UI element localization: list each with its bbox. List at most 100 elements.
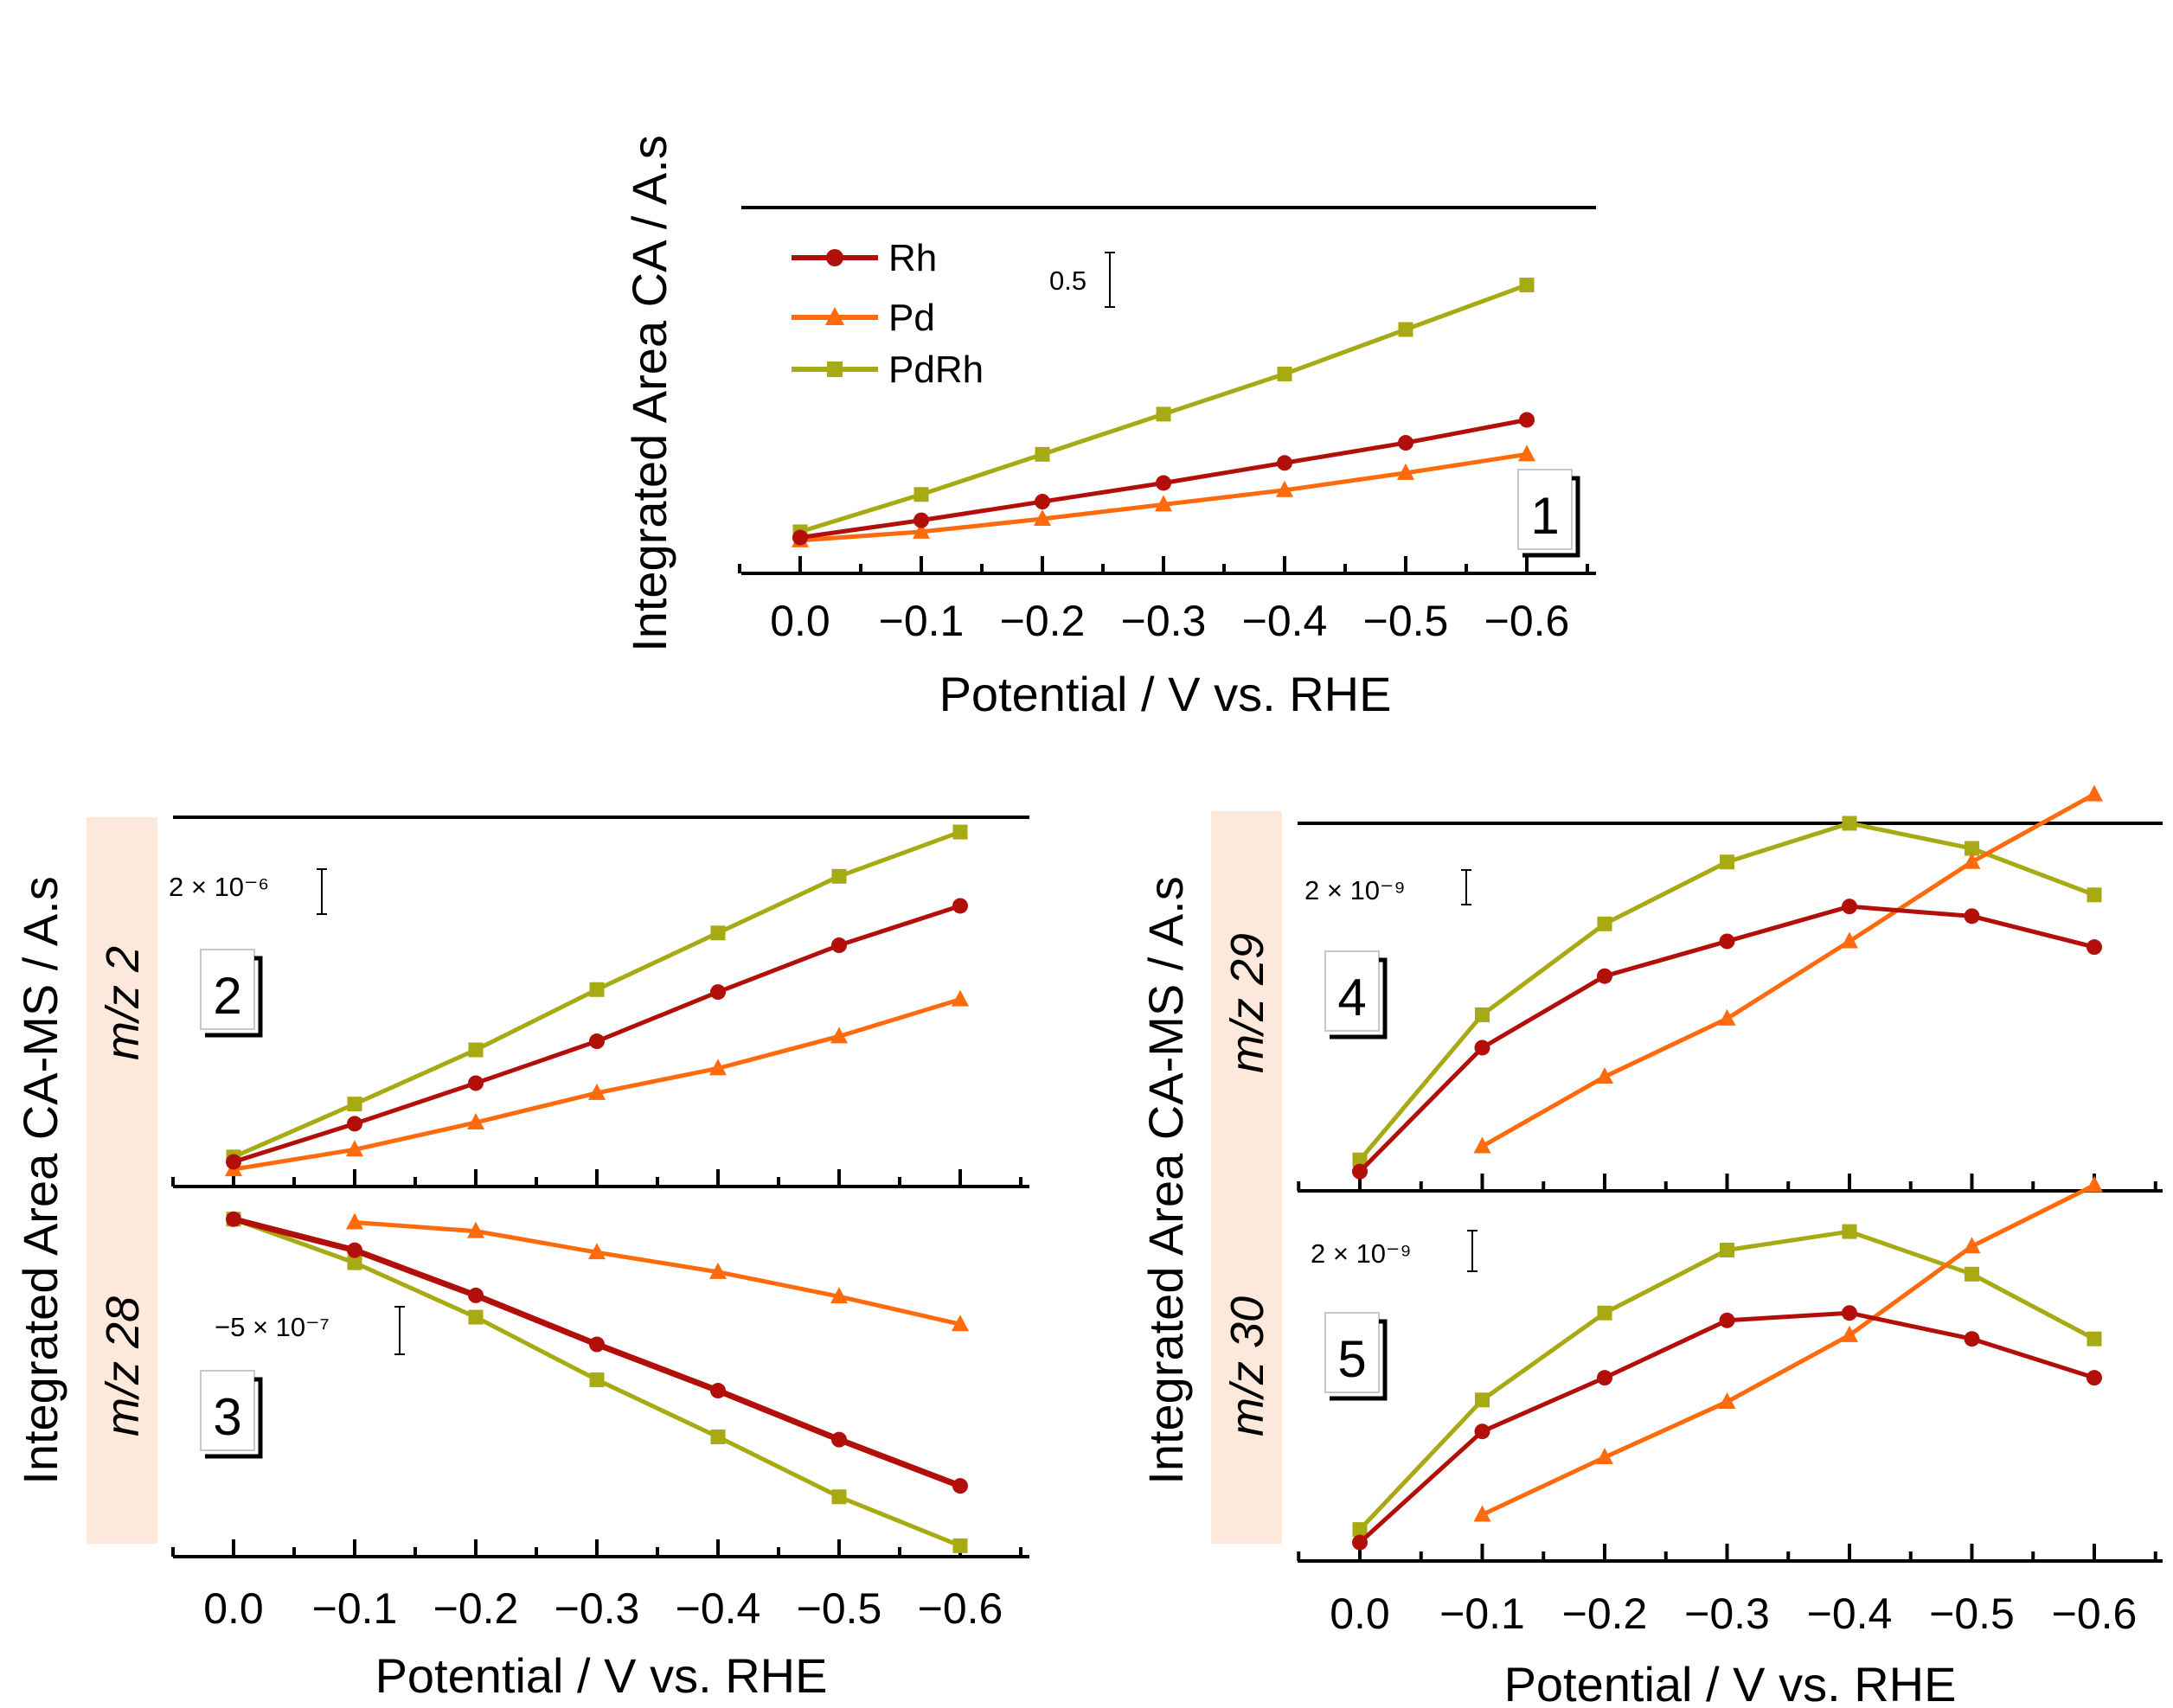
panel-5-x-tick-labels: 0.0 −0.1 −0.2 −0.3 −0.4 −0.5 −0.6 [1330,1590,2137,1638]
x-tick-label: −0.4 [1242,597,1328,645]
x-tick-label: −0.2 [1000,597,1086,645]
data-point-rh [2086,1370,2102,1386]
data-point-pd [1397,463,1414,480]
data-point-rh [792,529,808,546]
panel-5: 0.0 −0.1 −0.2 −0.3 −0.4 −0.5 −0.6 Potential / … [1138,876,2163,1708]
panel-3-x-ticks [171,1539,1022,1557]
data-point-pd [2086,1175,2103,1193]
data-point-pd [1596,1448,1613,1465]
mz-label-29: m/z 29 [1221,933,1273,1073]
mz-band-right [1211,811,1282,1544]
data-point-pd [913,521,930,539]
data-point-rh [226,1154,241,1170]
x-tick-label: −0.2 [1562,1590,1648,1638]
panel-5-scale-bar: 2 × 10⁻⁹ [1311,1230,1478,1272]
data-point-rh [1398,435,1413,451]
panel-3-scale-label: −5 × 10⁻⁷ [215,1312,330,1342]
x-tick-label: −0.3 [1121,597,1207,645]
data-point-rh [1474,1040,1490,1056]
series-line-pdrh [1358,821,2095,1161]
panel-4: 2 × 10⁻⁹ 4 [1297,784,2163,1193]
panel-2-number-frame [200,949,255,1030]
data-point-pd [1841,1325,1858,1342]
data-point-pd [1963,852,1981,869]
legend-label-pd: Pd [888,297,935,339]
data-point-rh [1519,412,1535,428]
data-point-rh [1277,455,1292,471]
data-point-pd [1276,480,1293,497]
panel-5-series [1352,1175,2103,1551]
series-line-pd [1481,1183,2096,1517]
data-point-rh [1719,1312,1735,1328]
x-tick-label: −0.6 [2052,1590,2138,1638]
data-point-pd [1155,495,1172,512]
data-point-pdrh [1842,1224,1857,1239]
panel-4-scale-bar: 2 × 10⁻⁹ [1304,869,1471,905]
data-point-pdrh [1156,406,1171,422]
data-point-rh [347,1242,362,1258]
data-point-rh [1964,1331,1980,1347]
panel-2: 2 × 10⁻⁶ 2 [169,816,1029,1188]
data-point-pdrh [1597,916,1612,931]
data-point-pd [2086,784,2103,802]
data-point-rh [1719,933,1735,950]
series-line-pd [354,1220,961,1327]
panel-1-x-axis-title: Potential / V vs. RHE [939,667,1392,721]
x-tick-label: −0.5 [1363,597,1449,645]
data-point-pdrh [1352,1522,1368,1538]
data-point-rh [831,1431,847,1448]
data-point-rh [1597,968,1612,984]
data-point-pdrh [589,982,605,997]
data-point-rh [589,1033,605,1050]
panel-1-number-bracket [1522,476,1580,558]
data-point-pdrh [1597,1305,1612,1321]
x-tick-label: −0.5 [797,1584,882,1633]
panel-3-x-tick-labels: 0.0 −0.1 −0.2 −0.3 −0.4 −0.5 −0.6 [203,1584,1003,1633]
legend-marker-pd [825,307,844,325]
x-tick-label: −0.6 [1484,597,1570,645]
panel-1-x-tick-labels: 0.0 −0.1 −0.2 −0.3 −0.4 −0.5 −0.6 [770,597,1569,645]
panel-5-number-box: 5 [1324,1312,1388,1401]
data-point-pd [346,1212,363,1230]
x-tick-label: −0.3 [554,1584,640,1633]
data-point-pdrh [2086,887,2102,903]
panel-2-scale-label: 2 × 10⁻⁶ [169,872,269,902]
data-point-pd [467,1221,484,1238]
panel-3-number-bracket [205,1377,263,1459]
data-point-pdrh [347,1255,362,1270]
panel-1-scale-label: 0.5 [1049,265,1086,296]
data-point-rh [831,937,847,954]
panel-5-number-bracket [1330,1319,1388,1401]
panel-5-x-ticks [1297,1544,2157,1561]
panel-3: 0.0 −0.1 −0.2 −0.3 −0.4 −0.5 −0.6 Potential / … [13,876,1029,1703]
data-point-pd [467,1112,484,1129]
data-point-pd [830,1287,848,1304]
data-point-rh [952,1478,968,1494]
data-point-pdrh [1842,816,1857,831]
data-point-pd [952,1315,969,1332]
panel-3-number-frame [200,1370,255,1451]
panel-3-x-axis-title: Potential / V vs. RHE [375,1648,828,1703]
panel-4-number-box: 4 [1324,950,1388,1040]
panel-2-x-ticks [171,1169,1022,1187]
data-point-rh [1842,1305,1857,1321]
right-y-axis-title: Integrated Area CA-MS / A.s [1138,876,1193,1484]
data-point-rh [1597,1370,1612,1386]
x-tick-label: −0.5 [1929,1590,2015,1638]
data-point-rh [1842,899,1857,915]
x-tick-label: −0.1 [1439,1590,1525,1638]
data-point-pd [1718,1391,1736,1409]
panel-4-number-bracket [1330,957,1388,1040]
data-point-rh [1156,475,1171,491]
panel-2-series [225,824,969,1177]
data-point-pd [1473,1136,1491,1154]
panel-4-series [1352,784,2103,1180]
data-point-pdrh [2086,1331,2102,1347]
left-y-axis-title: Integrated Area CA-MS / A.s [13,876,67,1484]
series-line-pd [1481,792,2096,1148]
data-point-rh [710,1383,726,1399]
x-tick-label: −0.1 [879,597,965,645]
data-point-pd [588,1243,606,1260]
panel-5-number: 5 [1337,1330,1366,1388]
